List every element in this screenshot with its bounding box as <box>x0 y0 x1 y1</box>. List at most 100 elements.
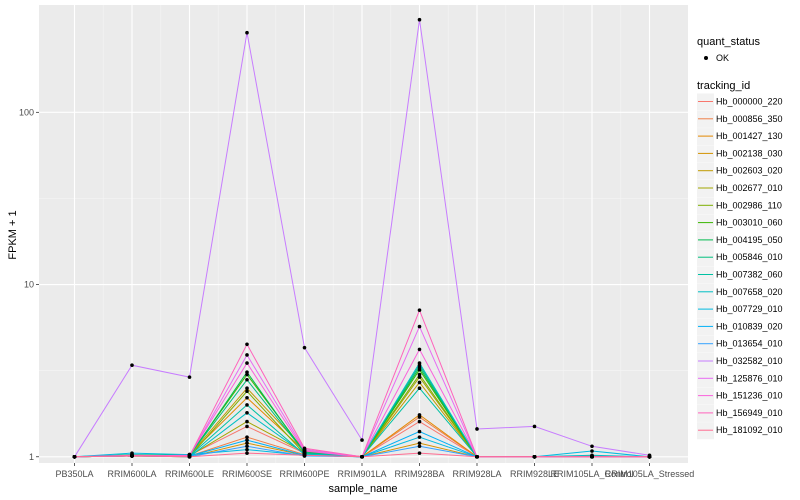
x-tick-label: RRIM901LA <box>337 469 386 479</box>
data-point <box>72 454 77 459</box>
x-tick-label: RRIM928LE <box>510 469 559 479</box>
data-point <box>360 454 364 459</box>
x-tick-label: RRIM600LA <box>107 469 156 479</box>
legend-item-label: Hb_005846_010 <box>716 252 783 262</box>
data-point <box>417 429 422 434</box>
data-point <box>245 444 249 449</box>
data-point <box>245 386 249 391</box>
data-point <box>475 427 479 431</box>
data-point <box>130 363 134 368</box>
legend-item-label: Hb_010839_020 <box>716 321 783 331</box>
data-point <box>245 438 249 442</box>
data-point <box>590 444 594 449</box>
data-point <box>245 30 249 35</box>
legend: quant_status OK tracking_id Hb_000000_22… <box>697 36 783 440</box>
data-point <box>532 454 537 459</box>
legend-item-label: Hb_000000_220 <box>716 97 783 107</box>
data-point <box>245 403 249 407</box>
color-legend-items: Hb_000000_220 Hb_000856_350 Hb_001427_130 H… <box>697 93 783 440</box>
x-tick-label: RRIM928LA <box>452 469 501 479</box>
shape-legend-items: OK <box>704 53 729 63</box>
legend-item-label: Hb_002986_110 <box>716 200 782 210</box>
legend-item-label: Hb_156949_010 <box>716 408 783 418</box>
data-point <box>417 324 422 329</box>
data-point <box>417 347 422 352</box>
data-point <box>245 411 249 415</box>
legend-shape-label: OK <box>716 53 729 63</box>
data-point <box>187 375 192 379</box>
plot-panel <box>39 5 688 463</box>
x-tick-label: RRIM105LA_Control <box>550 469 633 479</box>
data-point <box>245 342 249 347</box>
legend-item-label: Hb_002677_010 <box>716 183 783 193</box>
data-point <box>360 438 364 442</box>
legend-item-label: Hb_151236_010 <box>716 391 783 401</box>
data-point <box>417 441 422 445</box>
series-points <box>72 17 652 459</box>
legend-item-label: Hb_001427_130 <box>716 131 783 141</box>
data-point <box>417 444 422 449</box>
legend-item-label: Hb_007658_020 <box>716 287 783 297</box>
data-point <box>417 413 422 417</box>
data-point <box>130 454 134 458</box>
data-point <box>302 345 307 350</box>
data-point <box>245 361 249 365</box>
legend-shape-title: quant_status <box>697 36 760 48</box>
data-point <box>417 419 422 424</box>
data-point <box>245 441 249 445</box>
legend-item-label: Hb_181092_010 <box>716 425 783 435</box>
data-point <box>245 389 249 394</box>
y-axis-title: FPKM + 1 <box>7 210 19 259</box>
x-tick-label: RRIM600LE <box>165 469 214 479</box>
data-point <box>417 380 422 385</box>
data-point <box>245 377 249 382</box>
data-point <box>245 370 249 374</box>
data-point <box>302 453 307 458</box>
data-point <box>590 449 594 453</box>
legend-item-label: Hb_000856_350 <box>716 114 783 124</box>
legend-item-label: Hb_002603_020 <box>716 166 783 176</box>
x-tick-label: RRIM928BA <box>394 469 444 479</box>
y-axis: 1 10 100 <box>19 107 39 462</box>
legend-item-label: Hb_007382_060 <box>716 270 783 280</box>
x-tick-label: RRIM600PE <box>279 469 329 479</box>
data-point <box>417 361 422 365</box>
data-point <box>475 454 479 459</box>
data-point <box>417 386 422 391</box>
y-tick-label: 1 <box>29 452 34 462</box>
x-tick-label: RRIM600SE <box>222 469 272 479</box>
data-point <box>245 424 249 429</box>
data-point <box>417 372 422 377</box>
legend-shape-key <box>704 56 708 60</box>
x-tick-label: PB350LA <box>55 469 93 479</box>
legend-item-label: Hb_007729_010 <box>716 304 783 314</box>
data-point <box>245 353 249 357</box>
x-axis-title: sample_name <box>328 483 397 495</box>
data-point <box>245 395 249 400</box>
y-tick-label: 100 <box>19 107 34 117</box>
data-point <box>245 435 249 439</box>
data-point <box>245 447 249 452</box>
data-point <box>647 454 652 459</box>
data-point <box>187 454 192 459</box>
data-point <box>302 449 307 453</box>
data-point <box>417 451 422 455</box>
legend-color-title: tracking_id <box>697 80 750 92</box>
data-point <box>590 454 594 459</box>
x-tick-label: RRIM105LA_Stressed <box>605 469 695 479</box>
legend-item-label: Hb_125876_010 <box>716 373 783 383</box>
legend-item-label: Hb_013654_010 <box>716 339 783 349</box>
data-point <box>302 446 307 451</box>
data-point <box>245 419 249 424</box>
minor-gridlines <box>39 5 688 463</box>
legend-item-label: Hb_003010_060 <box>716 218 783 228</box>
y-tick-label: 10 <box>24 280 34 290</box>
data-point <box>417 308 422 312</box>
data-point <box>417 17 422 22</box>
data-point <box>417 435 422 439</box>
data-point <box>417 375 422 379</box>
x-axis: PB350LA RRIM600LA RRIM600LE RRIM600SE RRIM60… <box>55 463 694 479</box>
data-point <box>245 451 249 455</box>
legend-item-label: Hb_002138_030 <box>716 148 783 158</box>
